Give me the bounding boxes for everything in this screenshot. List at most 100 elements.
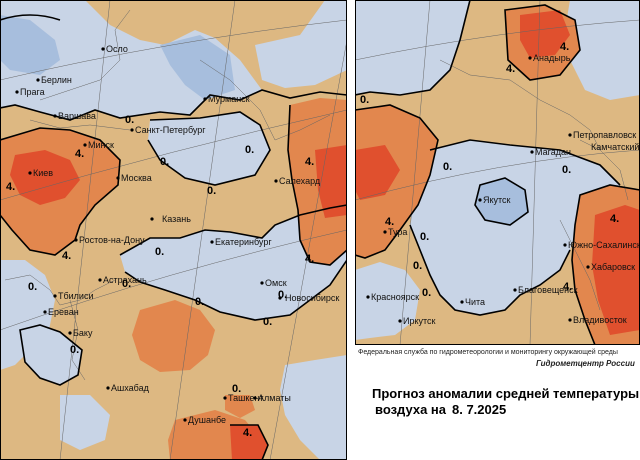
city-label: Киев xyxy=(33,168,53,178)
city-layer: Анадырь Петропавловск Камчатский Магадан… xyxy=(366,53,640,326)
isotherm-label: 0. xyxy=(122,278,131,290)
warm-zone xyxy=(225,395,255,418)
isotherm-label: 0. xyxy=(422,287,431,299)
graticule-line xyxy=(0,109,347,201)
cold-zone xyxy=(355,262,420,340)
city-marker xyxy=(83,143,87,147)
city-label: Салехард xyxy=(279,176,321,186)
city-label: Новосибирск xyxy=(285,293,339,303)
forecast-subtitle: воздуха на xyxy=(375,402,447,417)
isotherm-label: 4. xyxy=(243,427,252,439)
city-marker xyxy=(74,238,78,242)
city-label: Владивосток xyxy=(573,315,627,325)
city-marker xyxy=(116,176,120,180)
city-marker xyxy=(53,114,57,118)
map-panel-east: Анадырь Петропавловск Камчатский Магадан… xyxy=(355,0,640,345)
cold-zone xyxy=(280,355,347,460)
warm-zone xyxy=(592,205,640,335)
city-marker xyxy=(563,243,567,247)
warm-zone xyxy=(355,105,438,258)
city-label: Осло xyxy=(106,44,128,54)
city-label: Ереван xyxy=(48,307,79,317)
city-label: Баку xyxy=(73,328,93,338)
city-marker xyxy=(383,230,387,234)
isotherm-contour xyxy=(409,224,571,316)
isotherm-label: 4. xyxy=(385,216,394,228)
city-label: Прага xyxy=(20,87,45,97)
city-layer: Осло Берлин Прага Варшава Минск Киев Мос… xyxy=(15,44,339,425)
isotherm-contour xyxy=(0,127,121,256)
isotherm-contour xyxy=(124,259,347,321)
city-label: Санкт-Петербург xyxy=(135,125,206,135)
cold-zone xyxy=(148,112,270,185)
warm-zone xyxy=(10,150,80,205)
city-label: Астрахань xyxy=(103,275,147,285)
isotherm-contour xyxy=(429,139,621,186)
graticule-line xyxy=(355,149,640,201)
city-label: Ашхабад xyxy=(111,383,150,393)
isotherm-contour xyxy=(230,424,269,460)
isotherm-label: 0. xyxy=(195,296,204,308)
graticule-line xyxy=(269,39,347,460)
isotherm-contour xyxy=(0,89,347,121)
graticule-line xyxy=(399,0,431,345)
city-label: Москва xyxy=(121,173,152,183)
isotherm-contour xyxy=(474,177,529,226)
isotherm-label: 0. xyxy=(70,344,79,356)
isotherm-label: 4. xyxy=(305,253,314,265)
city-marker xyxy=(528,56,532,60)
city-marker xyxy=(366,295,370,299)
forecast-date: 8. 7.2025 xyxy=(452,402,506,417)
city-marker xyxy=(586,265,590,269)
isotherm-label: 0. xyxy=(443,161,452,173)
city-label: Тура xyxy=(388,227,407,237)
city-marker xyxy=(101,47,105,51)
isotherm-labels: 0. 4. 0. 0. 0. 4. 4. 4. 4. 0. 0. 0. 0. 0… xyxy=(6,114,314,439)
city-label: Алматы xyxy=(258,393,291,403)
warm-zone xyxy=(230,425,268,460)
isotherm-contour xyxy=(19,324,83,386)
city-marker xyxy=(106,386,110,390)
city-label: Омск xyxy=(265,278,287,288)
graticule-line xyxy=(59,0,111,460)
city-label: Казань xyxy=(162,214,191,224)
credit-line: Гидрометцентр России xyxy=(536,359,635,368)
city-marker xyxy=(223,396,227,400)
cold-zone xyxy=(475,178,528,225)
city-label: Петропавловск xyxy=(573,130,636,140)
isotherm-label: 4. xyxy=(563,281,572,293)
isotherm-label: 4. xyxy=(62,250,71,262)
isotherm-label: 0. xyxy=(160,156,169,168)
coastline xyxy=(559,219,601,311)
isotherm-contour xyxy=(147,111,271,186)
graticule-line xyxy=(355,19,640,61)
isotherm-contour xyxy=(355,0,471,96)
city-marker xyxy=(130,128,134,132)
city-label: Берлин xyxy=(41,75,72,85)
cold-zone xyxy=(0,15,60,75)
city-label: Чита xyxy=(465,297,485,307)
isotherm-label: 4. xyxy=(6,181,15,193)
isotherm-label: 0. xyxy=(245,144,254,156)
warm-zone xyxy=(315,145,347,218)
isotherm-label: 4. xyxy=(610,213,619,225)
city-marker xyxy=(568,133,572,137)
warm-zone xyxy=(132,300,215,372)
coastline xyxy=(4,274,116,306)
isotherm-contour xyxy=(0,14,61,21)
isotherm-label: 4. xyxy=(506,63,515,75)
city-label: Ростов-на-Дону xyxy=(79,235,145,245)
graticule-line xyxy=(0,19,347,81)
city-label: Екатеринбург xyxy=(215,237,272,247)
city-label: Благовещенск xyxy=(518,285,578,295)
city-label: Южно-Сахалинск xyxy=(568,240,640,250)
cold-zone xyxy=(255,0,347,88)
city-label: Камчатский xyxy=(591,142,639,152)
isotherm-label: 0. xyxy=(207,185,216,197)
cold-zone xyxy=(0,260,55,370)
city-marker xyxy=(28,171,32,175)
city-marker xyxy=(513,288,517,292)
isotherm-label: 4. xyxy=(305,156,314,168)
city-label: Тбилиси xyxy=(58,291,94,301)
coastline xyxy=(579,139,629,201)
